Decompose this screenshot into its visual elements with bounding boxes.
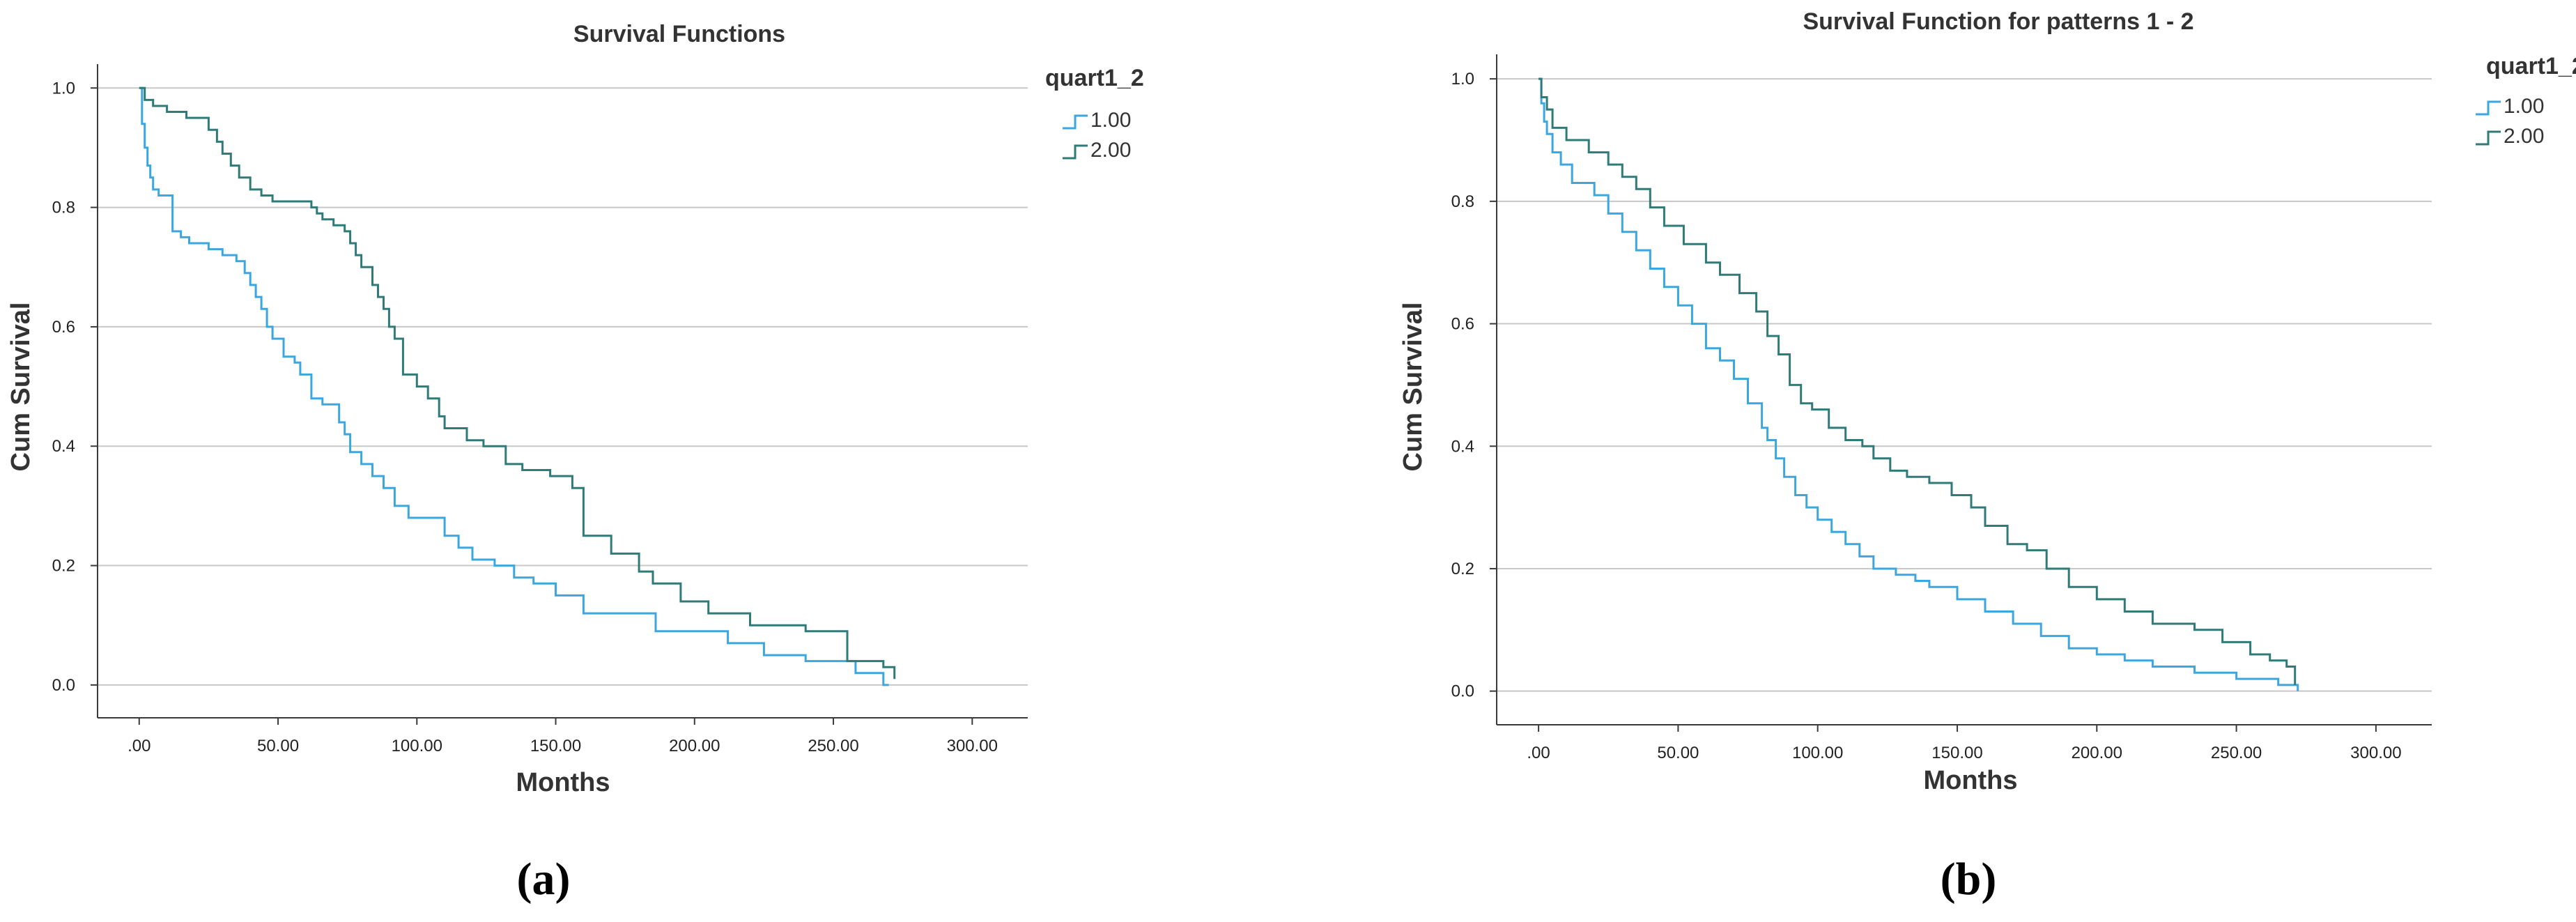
y-tick-label: 0.2 [52, 557, 75, 576]
y-tick-label: 0.4 [52, 437, 75, 456]
x-tick-label: 300.00 [2350, 744, 2401, 762]
y-tick-label: 0.2 [1451, 560, 1474, 578]
panel-label: (b) [1941, 854, 1997, 905]
y-tick-label: 0.8 [52, 199, 75, 217]
legend-title: quart1_2 [2486, 53, 2576, 79]
y-tick-label: 1.0 [1451, 70, 1474, 89]
x-tick-label: 150.00 [530, 737, 581, 755]
x-tick-label: 200.00 [2072, 744, 2122, 762]
x-tick-label: 50.00 [257, 737, 299, 755]
survival-series-2 [1538, 77, 2297, 685]
chart-title: Survival Function for patterns 1 - 2 [1803, 8, 2193, 35]
legend-swatch-1 [1063, 114, 1088, 130]
x-tick-label: 250.00 [808, 737, 858, 755]
x-axis-label: Months [516, 768, 610, 797]
chart-panel-b: 0.0 0.2 0.4 0.6 0.8 1.0 .00 50.00 100.00 150.00 20… [1288, 0, 2576, 919]
x-tick-label: 100.00 [1792, 744, 1843, 762]
x-tick-label: 200.00 [669, 737, 720, 755]
x-tick-label: 150.00 [1931, 744, 1982, 762]
legend-swatch-2 [1063, 144, 1088, 160]
legend-label-2: 2.00 [1090, 139, 1131, 162]
x-tick-label: 100.00 [392, 737, 442, 755]
survival-chart-a: 0.0 0.2 0.4 0.6 0.8 1.0 .00 50.00 100.00 150.00 20… [6, 21, 1144, 905]
legend-label-1: 1.00 [1090, 109, 1131, 132]
x-tick-label: 50.00 [1657, 744, 1699, 762]
y-tick-label: 0.6 [52, 318, 75, 337]
x-axis-label: Months [1923, 766, 2017, 795]
survival-chart-b: 0.0 0.2 0.4 0.6 0.8 1.0 .00 50.00 100.00 150.00 20… [1398, 8, 2576, 905]
legend-title: quart1_2 [1045, 65, 1144, 91]
x-tick-label: .00 [1527, 744, 1550, 762]
y-tick-label: 0.6 [1451, 315, 1474, 334]
legend-swatch-1 [2476, 100, 2501, 116]
x-tick-label: 300.00 [947, 737, 998, 755]
panel-label: (a) [517, 854, 571, 905]
legend-label-1: 1.00 [2504, 95, 2544, 118]
chart-title: Survival Functions [573, 21, 785, 47]
y-axis-label: Cum Survival [1398, 302, 1428, 472]
y-tick-label: 0.0 [52, 676, 75, 695]
y-axis-label: Cum Survival [6, 302, 36, 472]
survival-series-1 [1538, 77, 2299, 691]
legend-label-2: 2.00 [2504, 125, 2544, 148]
x-tick-label: 250.00 [2211, 744, 2262, 762]
survival-series-1 [139, 86, 889, 686]
y-tick-label: 0.4 [1451, 437, 1474, 456]
x-tick-label: .00 [128, 737, 151, 755]
y-tick-label: 0.8 [1451, 192, 1474, 211]
legend-swatch-2 [2476, 130, 2501, 146]
chart-panel-a: 0.0 0.2 0.4 0.6 0.8 1.0 .00 50.00 100.00 150.00 20… [0, 0, 1288, 919]
survival-series-2 [139, 86, 896, 679]
y-tick-label: 0.0 [1451, 682, 1474, 701]
y-tick-label: 1.0 [52, 79, 75, 98]
